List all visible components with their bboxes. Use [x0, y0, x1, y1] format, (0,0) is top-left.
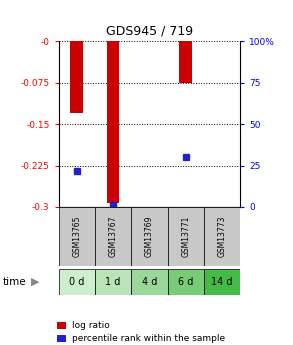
Text: 1 d: 1 d — [105, 277, 121, 287]
Bar — [59, 207, 95, 266]
Bar — [168, 269, 204, 295]
Text: ▶: ▶ — [31, 277, 40, 287]
Bar — [131, 269, 168, 295]
Text: percentile rank within the sample: percentile rank within the sample — [72, 334, 225, 343]
Bar — [95, 207, 131, 266]
Text: GSM13773: GSM13773 — [218, 216, 226, 257]
Text: time: time — [3, 277, 27, 287]
Text: 14 d: 14 d — [211, 277, 233, 287]
Text: log ratio: log ratio — [72, 321, 110, 330]
Bar — [204, 269, 240, 295]
Text: GSM13765: GSM13765 — [72, 216, 81, 257]
Text: GSM13769: GSM13769 — [145, 216, 154, 257]
Bar — [107, 41, 120, 203]
Bar — [179, 41, 192, 83]
Text: 6 d: 6 d — [178, 277, 193, 287]
Title: GDS945 / 719: GDS945 / 719 — [106, 24, 193, 38]
Bar — [57, 335, 66, 342]
Text: 0 d: 0 d — [69, 277, 84, 287]
Bar — [204, 207, 240, 266]
Bar — [131, 207, 168, 266]
Bar — [168, 207, 204, 266]
Bar — [59, 269, 95, 295]
Text: GSM13767: GSM13767 — [109, 216, 117, 257]
Text: 4 d: 4 d — [142, 277, 157, 287]
Text: GSM13771: GSM13771 — [181, 216, 190, 257]
Bar — [95, 269, 131, 295]
Bar — [57, 322, 66, 328]
Bar — [70, 41, 83, 113]
